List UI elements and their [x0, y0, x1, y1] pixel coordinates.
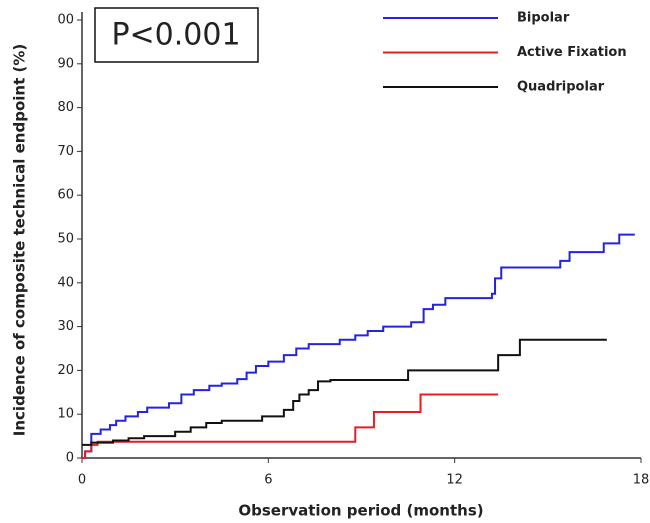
km-curve: [82, 338, 607, 446]
y-tick-label: 70: [57, 144, 74, 159]
y-tick-label: 80: [57, 100, 74, 115]
y-tick-label: 90: [57, 56, 74, 71]
annotation: P<0.001: [111, 18, 240, 53]
y-tick-label: 60: [57, 188, 74, 203]
y-tick-label: 40: [57, 275, 74, 290]
y-tick-label: 30: [57, 319, 74, 334]
y-axis-label: Incidence of composite technical endpoin…: [11, 44, 29, 436]
x-tick-label: 6: [264, 473, 272, 488]
y-tick-label: 0: [66, 451, 74, 466]
x-axis-label: Observation period (months): [238, 502, 483, 520]
km-curve: [82, 393, 499, 459]
y-tick-label: 10: [57, 407, 74, 422]
legend-label: Quadripolar: [517, 80, 605, 95]
x-tick-label: 18: [633, 473, 650, 488]
legend-label: Active Fixation: [517, 45, 627, 60]
y-tick-label: 50: [57, 232, 74, 247]
annotation-box: [94, 7, 259, 63]
legend-label: Bipolar: [517, 11, 570, 26]
x-tick-label: 12: [446, 473, 463, 488]
y-tick-label: 00: [57, 13, 74, 28]
km-curve: [82, 233, 635, 459]
y-tick-label: 20: [57, 363, 74, 378]
x-tick-label: 0: [78, 473, 86, 488]
